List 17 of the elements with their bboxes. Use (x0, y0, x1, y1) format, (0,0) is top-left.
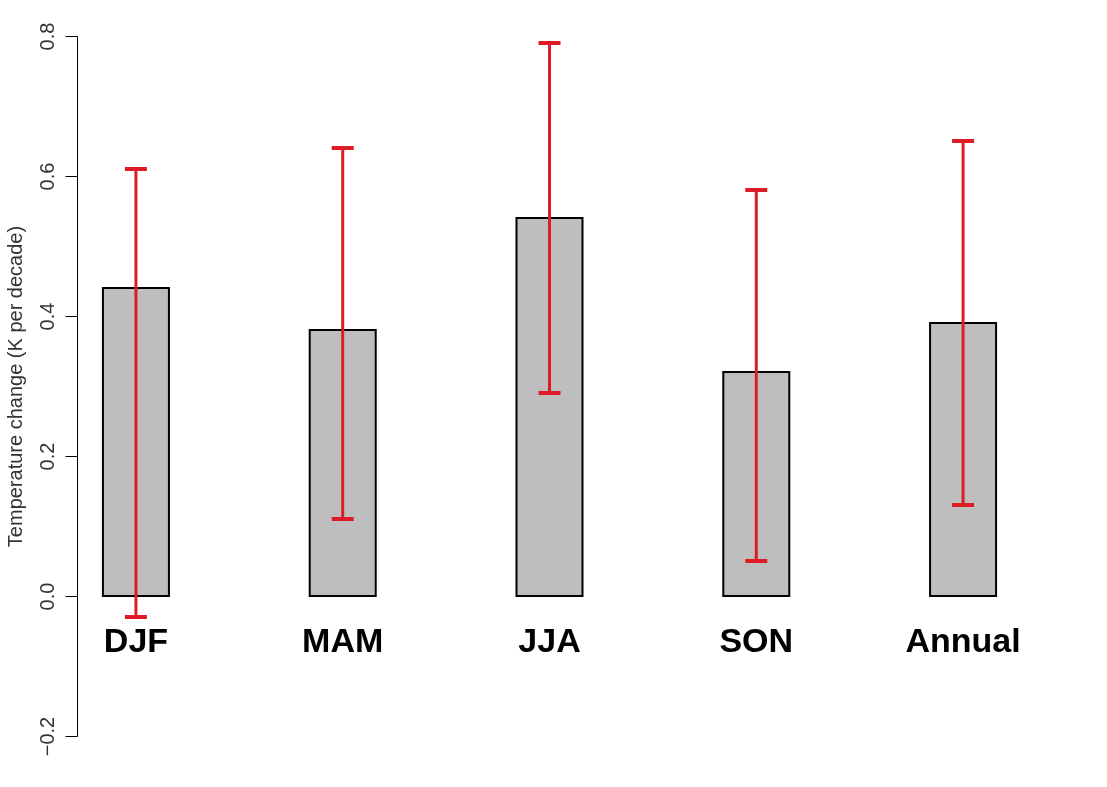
y-tick-label: 0.6 (35, 162, 58, 191)
y-tick-label: 0.8 (35, 22, 58, 51)
y-tick-label: 0.4 (35, 302, 58, 331)
x-tick-label: MAM (302, 620, 384, 659)
x-tick-label: JJA (518, 620, 581, 659)
x-tick-label: DJF (103, 620, 169, 659)
x-tick-label: SON (719, 620, 794, 659)
y-axis-title: Temperature change (K per decade) (3, 225, 26, 548)
bar (722, 371, 791, 597)
y-tick-label: 0.2 (35, 442, 58, 471)
x-tick-label: Annual (905, 620, 1021, 659)
bar (101, 287, 170, 597)
bar (929, 322, 998, 597)
y-tick-label: −0.2 (35, 716, 58, 757)
bar (308, 329, 377, 597)
y-tick-label: 0.0 (35, 582, 58, 611)
bar (515, 217, 584, 597)
